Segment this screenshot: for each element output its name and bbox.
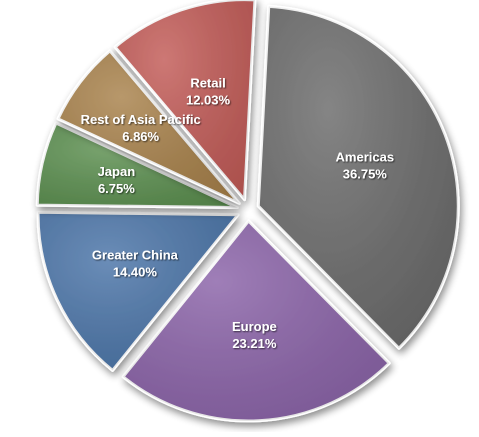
pie-label-value-europe: 23.21% [232, 336, 277, 351]
pie-label-rest-of-asia-pacific: Rest of Asia Pacific 6.86% [81, 112, 201, 144]
pie-label-japan: Japan 6.75% [98, 164, 136, 196]
pie-label-europe: Europe 23.21% [232, 319, 277, 351]
pie-label-name-americas: Americas [336, 150, 395, 165]
pie-label-name-rest-of-asia-pacific: Rest of Asia Pacific [81, 112, 201, 127]
pie-label-name-retail: Retail [190, 76, 225, 91]
pie-label-retail: Retail 12.03% [186, 76, 231, 108]
pie-label-greater-china: Greater China 14.40% [92, 247, 179, 279]
pie-label-name-greater-china: Greater China [92, 247, 179, 262]
pie-label-value-americas: 36.75% [343, 167, 388, 182]
pie-labels: Americas 36.75% Europe 23.21% Greater China 1… [81, 76, 395, 351]
pie-label-value-rest-of-asia-pacific: 6.86% [122, 129, 159, 144]
pie-label-americas: Americas 36.75% [336, 150, 395, 182]
pie-label-value-greater-china: 14.40% [113, 264, 158, 279]
pie-label-name-europe: Europe [232, 319, 277, 334]
pie-label-name-japan: Japan [98, 164, 136, 179]
pie-label-value-retail: 12.03% [186, 93, 231, 108]
pie-slices [35, 0, 460, 423]
pie-label-value-japan: 6.75% [98, 181, 135, 196]
